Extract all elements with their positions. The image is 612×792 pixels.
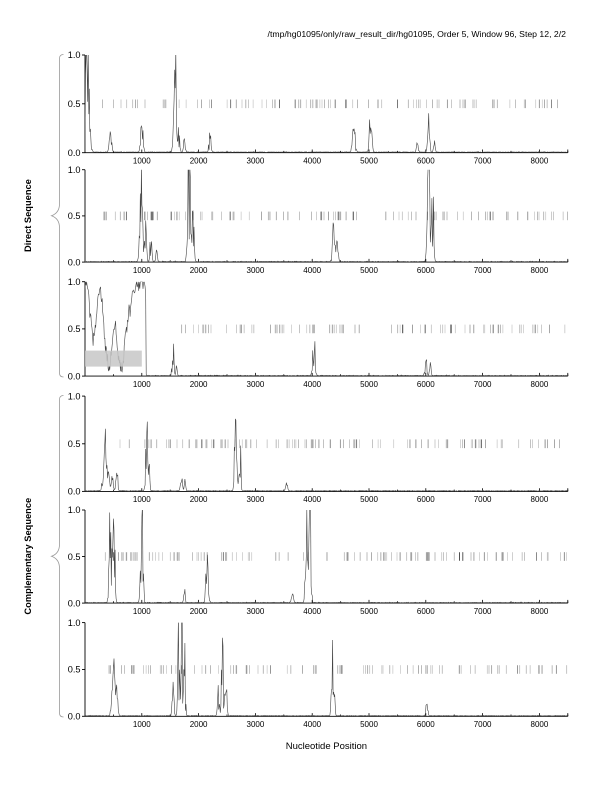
svg-text:0.0: 0.0 xyxy=(68,487,81,497)
svg-text:6000: 6000 xyxy=(417,607,435,616)
svg-text:8000: 8000 xyxy=(531,380,549,389)
svg-text:2000: 2000 xyxy=(190,156,208,165)
svg-text:Complementary Sequence: Complementary Sequence xyxy=(23,498,33,615)
svg-text:3000: 3000 xyxy=(247,720,265,729)
svg-text:0.0: 0.0 xyxy=(68,598,81,608)
svg-text:0.0: 0.0 xyxy=(68,257,81,267)
svg-text:1000: 1000 xyxy=(133,266,151,275)
svg-text:2000: 2000 xyxy=(190,380,208,389)
svg-text:3000: 3000 xyxy=(247,607,265,616)
svg-text:7000: 7000 xyxy=(474,720,492,729)
svg-text:3000: 3000 xyxy=(247,156,265,165)
svg-text:1.0: 1.0 xyxy=(68,391,81,401)
svg-text:5000: 5000 xyxy=(360,380,378,389)
svg-text:6000: 6000 xyxy=(417,156,435,165)
svg-text:5000: 5000 xyxy=(360,156,378,165)
svg-text:0.5: 0.5 xyxy=(68,665,81,675)
svg-text:8000: 8000 xyxy=(531,156,549,165)
svg-text:8000: 8000 xyxy=(531,266,549,275)
svg-text:1000: 1000 xyxy=(133,380,151,389)
svg-text:8000: 8000 xyxy=(531,720,549,729)
svg-text:1.0: 1.0 xyxy=(68,618,81,628)
svg-text:6000: 6000 xyxy=(417,380,435,389)
svg-text:0.0: 0.0 xyxy=(68,148,81,158)
svg-text:0.5: 0.5 xyxy=(68,99,81,109)
svg-text:0.0: 0.0 xyxy=(68,712,81,722)
svg-text:4000: 4000 xyxy=(303,495,321,504)
svg-text:Nucleotide Position: Nucleotide Position xyxy=(286,741,367,752)
svg-text:2000: 2000 xyxy=(190,495,208,504)
svg-text:1.0: 1.0 xyxy=(68,165,81,175)
svg-text:3000: 3000 xyxy=(247,380,265,389)
svg-text:5000: 5000 xyxy=(360,266,378,275)
svg-text:4000: 4000 xyxy=(303,720,321,729)
svg-text:Direct Sequence: Direct Sequence xyxy=(23,179,33,252)
svg-text:1000: 1000 xyxy=(133,495,151,504)
svg-text:7000: 7000 xyxy=(474,495,492,504)
svg-text:4000: 4000 xyxy=(303,156,321,165)
svg-text:0.0: 0.0 xyxy=(68,371,81,381)
svg-text:0.5: 0.5 xyxy=(68,211,81,221)
svg-text:3000: 3000 xyxy=(247,266,265,275)
svg-text:4000: 4000 xyxy=(303,266,321,275)
svg-text:2000: 2000 xyxy=(190,720,208,729)
svg-text:1.0: 1.0 xyxy=(68,277,81,287)
svg-text:4000: 4000 xyxy=(303,380,321,389)
svg-text:6000: 6000 xyxy=(417,266,435,275)
svg-text:3000: 3000 xyxy=(247,495,265,504)
svg-text:4000: 4000 xyxy=(303,607,321,616)
svg-text:7000: 7000 xyxy=(474,380,492,389)
svg-text:7000: 7000 xyxy=(474,607,492,616)
svg-text:0.5: 0.5 xyxy=(68,324,81,334)
svg-text:0.5: 0.5 xyxy=(68,552,81,562)
svg-text:7000: 7000 xyxy=(474,156,492,165)
svg-text:8000: 8000 xyxy=(531,607,549,616)
svg-text:1.0: 1.0 xyxy=(68,505,81,515)
svg-text:8000: 8000 xyxy=(531,495,549,504)
svg-text:2000: 2000 xyxy=(190,607,208,616)
svg-text:5000: 5000 xyxy=(360,607,378,616)
svg-text:1.0: 1.0 xyxy=(68,50,81,60)
svg-text:6000: 6000 xyxy=(417,720,435,729)
svg-text:5000: 5000 xyxy=(360,495,378,504)
svg-text:/tmp/hg01095/only/raw_result_d: /tmp/hg01095/only/raw_result_dir/hg01095… xyxy=(268,29,567,39)
svg-text:6000: 6000 xyxy=(417,495,435,504)
svg-text:0.5: 0.5 xyxy=(68,439,81,449)
svg-text:1000: 1000 xyxy=(133,607,151,616)
svg-text:7000: 7000 xyxy=(474,266,492,275)
svg-text:2000: 2000 xyxy=(190,266,208,275)
svg-text:1000: 1000 xyxy=(133,156,151,165)
svg-text:5000: 5000 xyxy=(360,720,378,729)
svg-text:1000: 1000 xyxy=(133,720,151,729)
